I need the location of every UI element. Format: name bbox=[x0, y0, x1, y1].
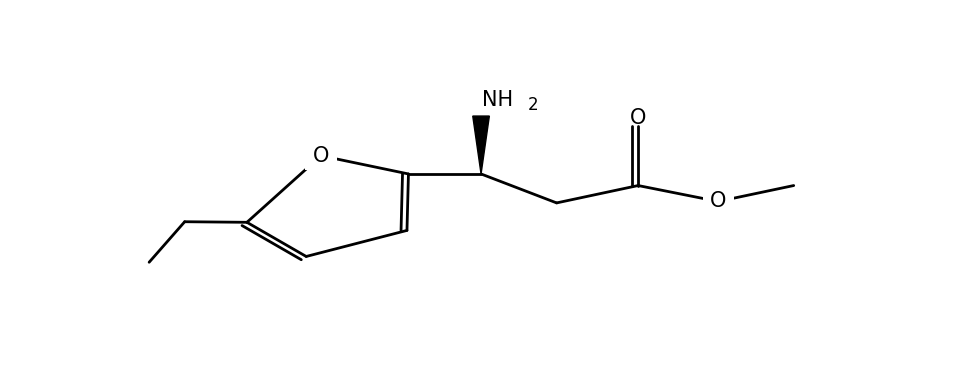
Text: O: O bbox=[630, 108, 646, 127]
Text: O: O bbox=[313, 146, 329, 166]
FancyBboxPatch shape bbox=[703, 187, 733, 216]
Text: O: O bbox=[710, 191, 727, 211]
FancyBboxPatch shape bbox=[306, 141, 337, 170]
Polygon shape bbox=[473, 116, 489, 174]
Text: NH: NH bbox=[482, 90, 513, 110]
Text: 2: 2 bbox=[528, 96, 538, 114]
